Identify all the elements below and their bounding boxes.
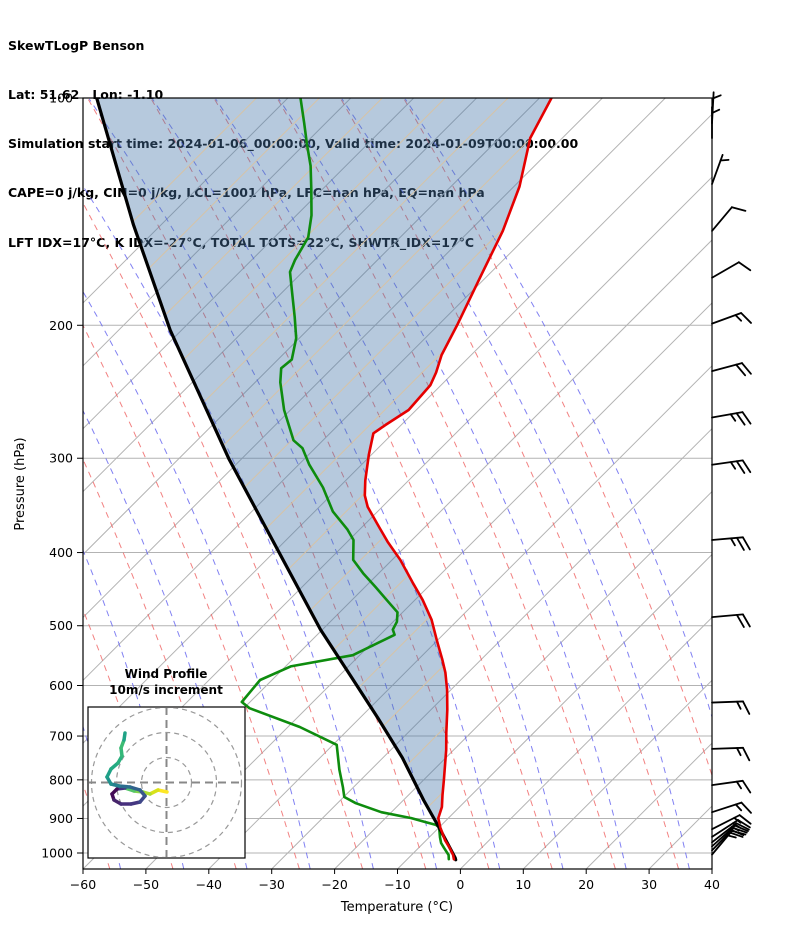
wind-barb: [711, 746, 751, 762]
x-tick-label: −10: [384, 877, 410, 892]
wind-barb: [711, 801, 752, 814]
x-tick-label: −20: [321, 877, 347, 892]
chart-header: SkewTLogP Benson Lat: 51.62 Lon: -1.10 S…: [8, 5, 578, 284]
y-tick-label: 500: [49, 618, 73, 633]
dry-adiabat-line: [214, 98, 553, 869]
moist-adiabat-line: [404, 98, 712, 719]
x-tick-label: −30: [259, 877, 285, 892]
chart-title: SkewTLogP Benson: [8, 37, 145, 53]
inset-subtitle: 10m/s increment: [109, 683, 223, 697]
wind-barb: [711, 829, 747, 856]
tan-isotherm-line: [96, 98, 446, 860]
y-axis-label: Pressure (hPa): [13, 437, 28, 530]
tan-isotherm-line: [96, 98, 383, 860]
x-tick-label: 0: [456, 877, 464, 892]
x-tick-label: −60: [70, 877, 96, 892]
tan-isotherm-line: [555, 98, 794, 869]
dry-adiabat-line: [87, 98, 427, 869]
wind-barb: [711, 700, 751, 715]
isotherm-line: [522, 679, 712, 869]
wind-barb: [711, 106, 721, 139]
inset-title: Wind Profile: [125, 667, 208, 681]
wind-barb: [711, 362, 752, 377]
wind-barb: [711, 613, 751, 628]
hodograph-trace-segment: [117, 784, 132, 789]
x-tick-label: 30: [641, 877, 657, 892]
moist-adiabat-line: [215, 98, 564, 869]
wind-profile-inset: [87, 706, 246, 859]
moist-adiabat-line: [88, 98, 438, 869]
x-tick-label: 40: [704, 877, 720, 892]
y-tick-label: 700: [49, 729, 73, 744]
isotherm-line: [585, 742, 712, 869]
cin-shaded-region: [96, 98, 552, 860]
wind-barb: [711, 827, 748, 852]
y-tick-label: 1000: [41, 846, 73, 861]
x-tick-label: 20: [578, 877, 594, 892]
tan-isotherm-line: [743, 98, 794, 869]
moist-adiabat-line: [83, 290, 311, 869]
dry-adiabat-line: [83, 324, 300, 869]
isotherm-line: [145, 302, 712, 869]
isotherm-line: [397, 553, 712, 869]
isotherm-line: [334, 490, 712, 869]
tan-isotherm-line: [681, 98, 794, 869]
dry-adiabat-line: [403, 98, 712, 777]
inset-ring: [140, 756, 193, 809]
moist-adiabat-line: [152, 98, 501, 869]
indices-line: LFT IDX=17°C, K IDX=-27°C, TOTAL TOTS=22…: [8, 234, 475, 250]
y-tick-label: 900: [49, 811, 73, 826]
wind-barb: [711, 153, 730, 185]
isotherm-line: [711, 868, 712, 869]
moist-adiabat-line: [0, 99, 57, 869]
dry-adiabat-line: [277, 98, 616, 869]
dry-adiabat-line: [83, 202, 364, 869]
wind-barb: [711, 779, 752, 794]
wind-barb: [711, 91, 722, 125]
dewpoint-curve: [240, 98, 451, 861]
wind-barb: [711, 261, 752, 279]
moist-adiabat-line: [83, 725, 122, 869]
x-axis-label: Temperature (°C): [340, 900, 453, 915]
wind-barb: [711, 206, 747, 232]
isotherm-line: [83, 98, 666, 682]
isotherm-line: [83, 113, 712, 744]
tan-isotherm-line: [96, 98, 320, 860]
isotherm-line: [271, 427, 712, 869]
wind-barb: [711, 312, 752, 325]
dry-adiabat-line: [340, 98, 680, 869]
x-tick-label: 10: [515, 877, 531, 892]
tan-isotherm-line: [302, 98, 552, 860]
tan-isotherm-line: [618, 98, 794, 869]
isotherm-line: [775, 98, 794, 869]
isotherm-line: [208, 365, 712, 869]
isotherm-line: [83, 98, 289, 304]
wind-barb: [711, 411, 752, 426]
moist-adiabat-line: [278, 98, 627, 869]
tan-isotherm-line: [96, 98, 552, 860]
x-tick-label: −50: [133, 877, 159, 892]
y-tick-label: 100: [49, 91, 73, 106]
tan-isotherm-line: [491, 98, 552, 860]
y-tick-label: 600: [49, 678, 73, 693]
time-line: Simulation start time: 2024-01-06_00:00:…: [8, 136, 579, 152]
y-tick-label: 300: [49, 451, 73, 466]
moist-adiabat-line: [341, 98, 690, 869]
y-tick-label: 800: [49, 772, 73, 787]
isotherm-line: [460, 616, 712, 869]
hodograph-trace-segment: [122, 731, 127, 742]
x-tick-label: −40: [196, 877, 222, 892]
temperature-curve: [363, 98, 553, 861]
wind-barb-column: [711, 91, 752, 856]
moist-adiabat-line: [83, 185, 374, 869]
wind-barb: [711, 536, 751, 551]
y-tick-label: 200: [49, 318, 73, 333]
wind-barb: [711, 459, 752, 474]
isotherm-line: [83, 98, 603, 619]
y-tick-label: 400: [49, 545, 73, 560]
isotherm-line: [648, 805, 712, 869]
